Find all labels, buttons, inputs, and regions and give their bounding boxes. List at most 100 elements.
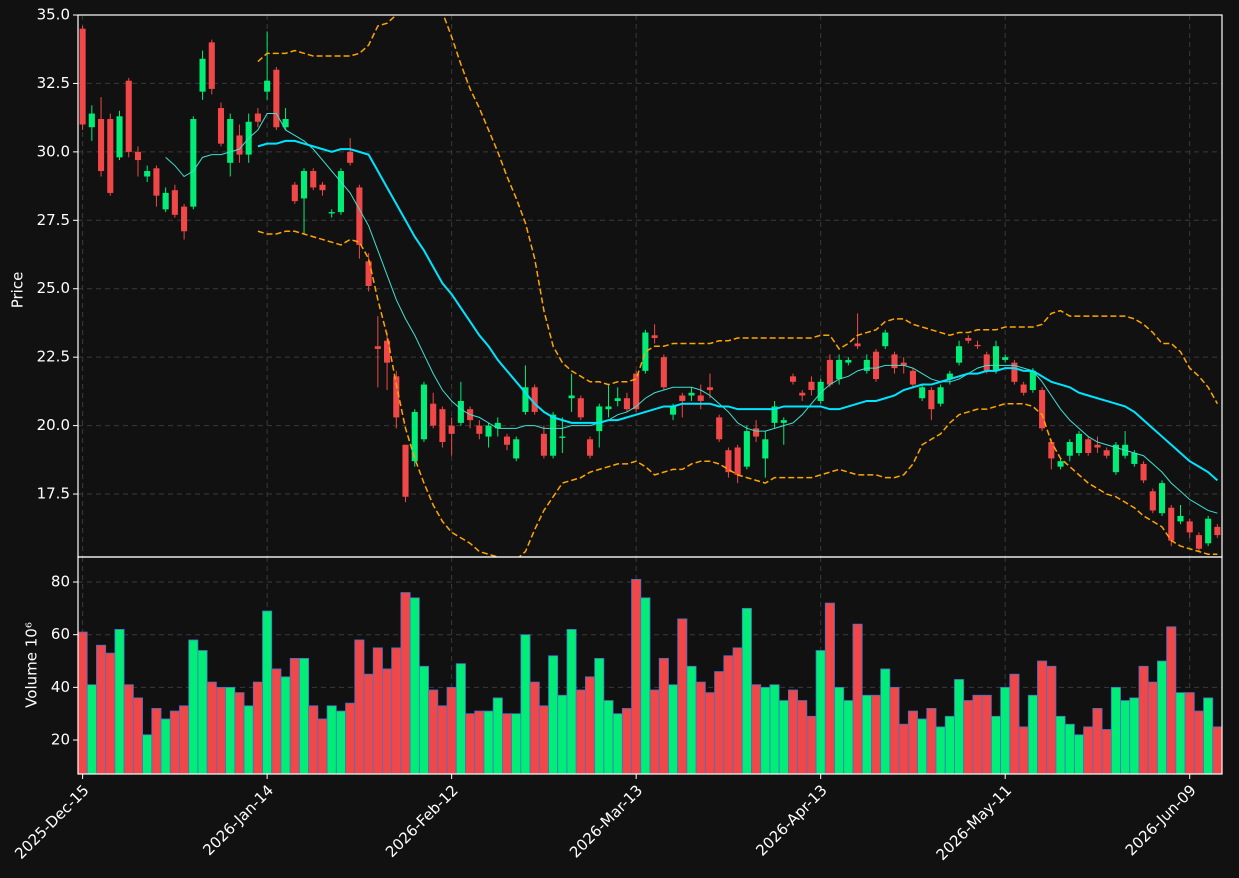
candle-body	[1186, 521, 1193, 533]
volume-bar	[1000, 686, 1011, 775]
candle-body	[254, 113, 261, 122]
candle-body	[909, 370, 916, 385]
candle-body	[162, 192, 169, 210]
candle-body	[1131, 452, 1138, 464]
candle-body	[337, 171, 344, 213]
volume-bar	[280, 676, 291, 775]
volume-bar	[492, 697, 503, 775]
volume-bar	[1092, 708, 1103, 775]
candle-body	[208, 42, 215, 89]
volume-bar	[465, 713, 476, 775]
volume-bar	[677, 618, 688, 775]
candle-body	[282, 119, 289, 128]
volume-bar	[751, 684, 762, 775]
candle-body	[660, 357, 667, 388]
price-panel	[79, 15, 1221, 557]
volume-bar	[529, 681, 540, 775]
candle-body	[919, 387, 926, 399]
volume-bar	[852, 623, 863, 775]
volume-bar	[603, 700, 614, 775]
volume-bar	[382, 668, 393, 775]
volume-bar	[1193, 710, 1204, 775]
candle-body	[1057, 461, 1064, 467]
volume-bar	[400, 592, 411, 775]
candle-body	[384, 340, 391, 363]
volume-bar	[169, 710, 180, 775]
volume-bar	[1212, 726, 1223, 775]
candle-body	[153, 168, 160, 196]
volume-bar	[483, 710, 494, 775]
candle-body	[826, 359, 833, 385]
candle-body	[393, 376, 400, 418]
candle-body	[1177, 515, 1184, 522]
volume-bar	[299, 657, 310, 775]
y-tick-label: 80	[51, 573, 70, 591]
candle-body	[983, 354, 990, 371]
candle-body	[107, 119, 114, 193]
volume-bar	[335, 710, 346, 775]
volume-bar	[132, 697, 143, 775]
candle-body	[1168, 507, 1175, 541]
candle-body	[596, 406, 603, 432]
volume-bar	[621, 708, 632, 775]
candle-body	[1140, 463, 1147, 481]
candle-body	[125, 80, 132, 152]
candle-body	[1066, 442, 1073, 456]
candle-body	[623, 398, 630, 410]
volume-bar	[1037, 660, 1048, 775]
candle-body	[992, 346, 1000, 371]
volume-bar	[1083, 726, 1094, 775]
candle-body	[780, 420, 787, 423]
volume-bar	[538, 705, 549, 775]
volume-bar	[501, 713, 513, 775]
candle-body	[1205, 518, 1212, 544]
volume-bar	[418, 665, 429, 775]
candle-body	[642, 332, 649, 371]
volume-bar	[631, 578, 642, 775]
candle-body	[236, 135, 243, 155]
candle-body	[716, 417, 723, 440]
candle-body	[365, 261, 372, 286]
candle-body	[946, 373, 953, 380]
candle-body	[808, 381, 815, 391]
y-tick-label: 20.0	[37, 416, 70, 434]
volume-bar	[1157, 660, 1168, 775]
overlay-line	[257, 230, 1218, 557]
volume-frame	[77, 556, 1223, 775]
candle-body	[310, 171, 317, 188]
candle-body	[817, 381, 824, 401]
candle-body	[789, 376, 797, 382]
volume-bar	[179, 705, 190, 775]
y-tick-label: 32.5	[37, 74, 70, 92]
candle-body	[956, 346, 963, 363]
candle-body	[725, 450, 732, 473]
candle-body	[134, 151, 142, 161]
volume-bar	[1027, 694, 1038, 775]
candle-body	[522, 387, 529, 412]
y-tick-label: 17.5	[37, 485, 70, 503]
volume-bar	[326, 705, 337, 775]
candle-body	[420, 384, 428, 440]
candle-body	[1075, 433, 1083, 453]
candle-body	[1112, 444, 1119, 473]
candle-body	[891, 354, 898, 369]
candle-body	[430, 403, 437, 426]
volume-bar	[585, 676, 596, 775]
volume-bar	[686, 665, 697, 775]
volume-bar	[345, 702, 356, 775]
volume-bar	[824, 602, 835, 775]
volume-bar	[409, 597, 420, 775]
candle-body	[872, 351, 880, 380]
volume-bar	[806, 715, 817, 775]
volume-bar	[1138, 665, 1149, 775]
candle-body	[1020, 384, 1027, 393]
candle-body	[965, 338, 972, 341]
volume-bar	[511, 713, 522, 775]
candle-body	[577, 398, 584, 418]
volume-bar	[907, 710, 918, 775]
candle-body	[503, 436, 511, 445]
candle-body	[411, 411, 418, 462]
volume-bar	[760, 686, 771, 775]
volume-bar	[289, 657, 300, 775]
